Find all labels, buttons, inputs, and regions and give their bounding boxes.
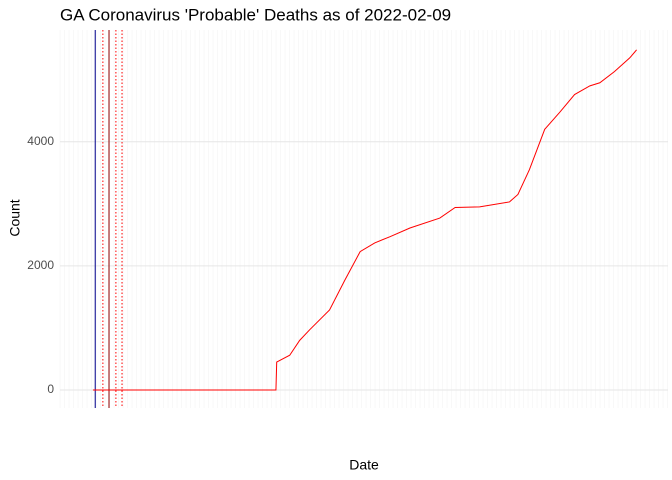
- y-axis-title: Count: [7, 199, 23, 236]
- y-tick-label: 0: [47, 382, 54, 396]
- x-axis-title: Date: [349, 457, 379, 473]
- series-line: [92, 49, 637, 391]
- y-tick-label: 2000: [27, 258, 54, 272]
- y-tick-label: 4000: [27, 134, 54, 148]
- chart-title: GA Coronavirus 'Probable' Deaths as of 2…: [60, 5, 451, 24]
